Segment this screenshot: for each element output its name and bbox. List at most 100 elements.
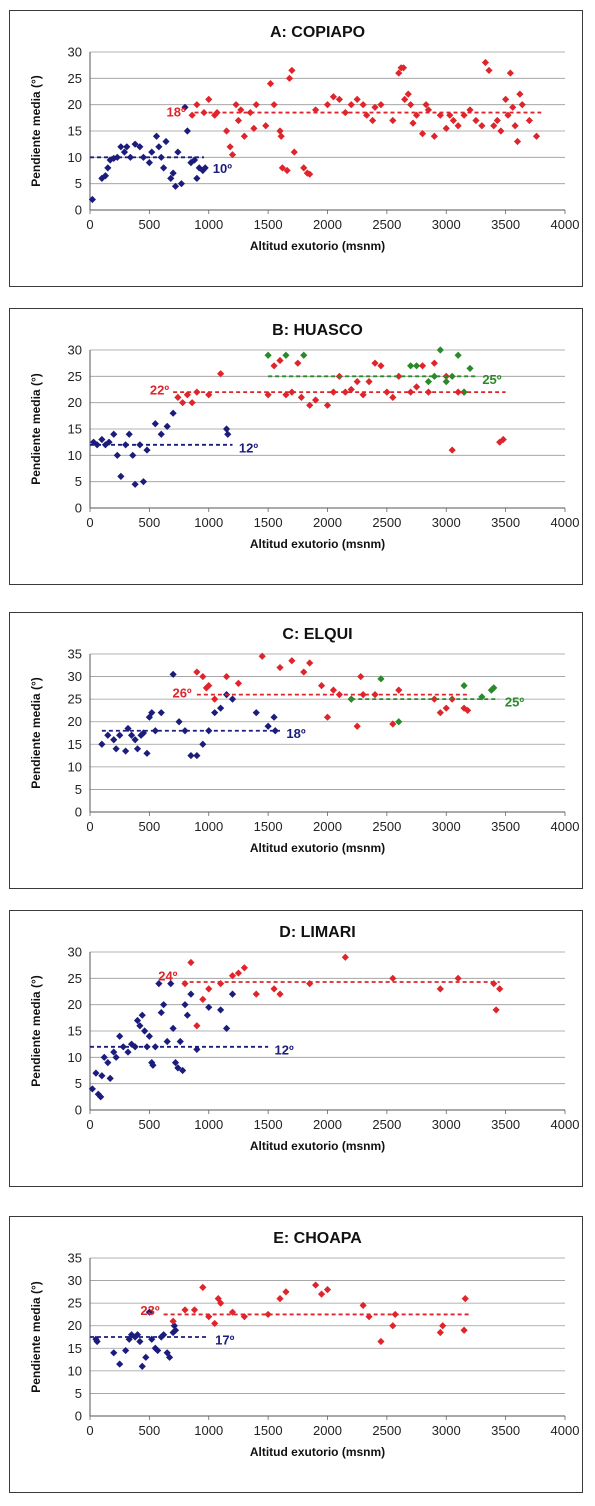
data-point bbox=[181, 1306, 189, 1314]
data-point bbox=[155, 143, 163, 151]
data-point bbox=[169, 169, 177, 177]
data-point bbox=[285, 74, 294, 82]
data-point bbox=[143, 446, 151, 454]
data-point bbox=[167, 174, 175, 182]
y-tick-label: 10 bbox=[68, 1050, 82, 1065]
data-point bbox=[513, 137, 522, 146]
data-point bbox=[133, 1331, 142, 1339]
data-point bbox=[175, 718, 183, 726]
data-point bbox=[181, 980, 189, 988]
data-point bbox=[461, 1295, 469, 1303]
data-point bbox=[430, 132, 438, 140]
data-point bbox=[282, 1288, 290, 1296]
data-point bbox=[264, 351, 272, 359]
data-point bbox=[179, 399, 187, 407]
x-tick-label: 3500 bbox=[491, 819, 520, 834]
data-point bbox=[112, 1053, 120, 1061]
data-point bbox=[120, 148, 129, 156]
y-tick-label: 10 bbox=[68, 448, 82, 463]
data-point bbox=[199, 995, 207, 1003]
x-tick-label: 0 bbox=[86, 515, 93, 530]
x-tick-label: 3000 bbox=[432, 515, 461, 530]
data-point bbox=[222, 425, 231, 433]
y-tick-label: 15 bbox=[68, 422, 82, 437]
data-point bbox=[165, 1353, 174, 1361]
data-point bbox=[404, 90, 412, 98]
data-point bbox=[226, 143, 234, 151]
x-tick-label: 1500 bbox=[254, 217, 283, 232]
data-point bbox=[228, 695, 237, 703]
data-point bbox=[270, 985, 278, 993]
data-point bbox=[506, 69, 514, 77]
data-point bbox=[300, 164, 308, 172]
mean-reference-label: 25º bbox=[505, 694, 524, 709]
data-point bbox=[290, 148, 298, 156]
data-point bbox=[174, 1064, 182, 1072]
y-tick-label: 20 bbox=[68, 714, 82, 729]
data-point bbox=[464, 706, 472, 715]
data-point bbox=[240, 1313, 248, 1321]
data-point bbox=[401, 95, 409, 103]
x-axis-label: Altitud exutorio (msnm) bbox=[250, 239, 385, 253]
data-point bbox=[110, 154, 118, 162]
x-tick-label: 2500 bbox=[372, 1117, 401, 1132]
x-tick-label: 2000 bbox=[313, 1423, 342, 1438]
data-point bbox=[389, 974, 397, 982]
data-point bbox=[113, 451, 121, 459]
data-point bbox=[439, 1322, 447, 1330]
y-tick-label: 25 bbox=[68, 692, 82, 707]
x-tick-label: 3500 bbox=[491, 1117, 520, 1132]
data-point bbox=[294, 359, 302, 367]
mean-reference-label: 12º bbox=[275, 1042, 294, 1057]
data-point bbox=[139, 478, 148, 486]
data-point bbox=[412, 383, 421, 391]
x-tick-label: 4000 bbox=[551, 217, 580, 232]
data-point bbox=[131, 736, 139, 744]
y-tick-label: 0 bbox=[75, 501, 82, 516]
data-point bbox=[222, 127, 231, 135]
x-tick-label: 2500 bbox=[372, 819, 401, 834]
y-axis-label: Pendiente media (°) bbox=[29, 1281, 43, 1393]
data-point bbox=[106, 1074, 114, 1082]
y-tick-label: 30 bbox=[68, 1273, 82, 1288]
data-point bbox=[193, 668, 201, 676]
x-tick-label: 3000 bbox=[432, 217, 461, 232]
data-point bbox=[436, 709, 444, 717]
data-point bbox=[157, 1008, 165, 1017]
data-point bbox=[181, 727, 189, 735]
y-tick-label: 5 bbox=[75, 1386, 82, 1401]
y-tick-label: 20 bbox=[68, 1318, 82, 1333]
x-tick-label: 4000 bbox=[551, 1117, 580, 1132]
x-tick-label: 3000 bbox=[432, 1423, 461, 1438]
scatter-chart: A: COPIAPO 0 5 10 15 20 25 30 0 500 1000 1500 2000 25… bbox=[29, 24, 580, 253]
data-point bbox=[169, 1317, 177, 1325]
data-point bbox=[240, 132, 248, 140]
data-point bbox=[454, 351, 462, 359]
data-point bbox=[217, 1006, 225, 1014]
x-tick-label: 3500 bbox=[491, 1423, 520, 1438]
data-point bbox=[490, 980, 498, 988]
mean-reference-label: 12º bbox=[239, 440, 258, 455]
data-point bbox=[389, 393, 397, 401]
data-point bbox=[359, 101, 367, 109]
y-tick-label: 30 bbox=[68, 343, 82, 358]
x-axis-label: Altitud exutorio (msnm) bbox=[250, 1139, 385, 1153]
x-tick-label: 1000 bbox=[194, 1117, 223, 1132]
x-tick-label: 0 bbox=[86, 819, 93, 834]
data-point bbox=[276, 990, 284, 998]
data-point bbox=[252, 990, 260, 998]
data-point bbox=[138, 1011, 146, 1019]
data-point bbox=[496, 985, 504, 993]
data-point bbox=[143, 749, 151, 757]
data-point bbox=[312, 1281, 320, 1289]
x-tick-label: 1500 bbox=[254, 819, 283, 834]
mean-reference-label: 23º bbox=[140, 1303, 159, 1318]
y-tick-label: 20 bbox=[68, 97, 82, 112]
data-point bbox=[131, 140, 139, 148]
data-point bbox=[270, 362, 278, 370]
data-point bbox=[418, 130, 427, 138]
data-point bbox=[228, 990, 237, 998]
data-point bbox=[262, 122, 270, 130]
data-point bbox=[258, 652, 266, 660]
x-tick-label: 1500 bbox=[254, 1117, 283, 1132]
